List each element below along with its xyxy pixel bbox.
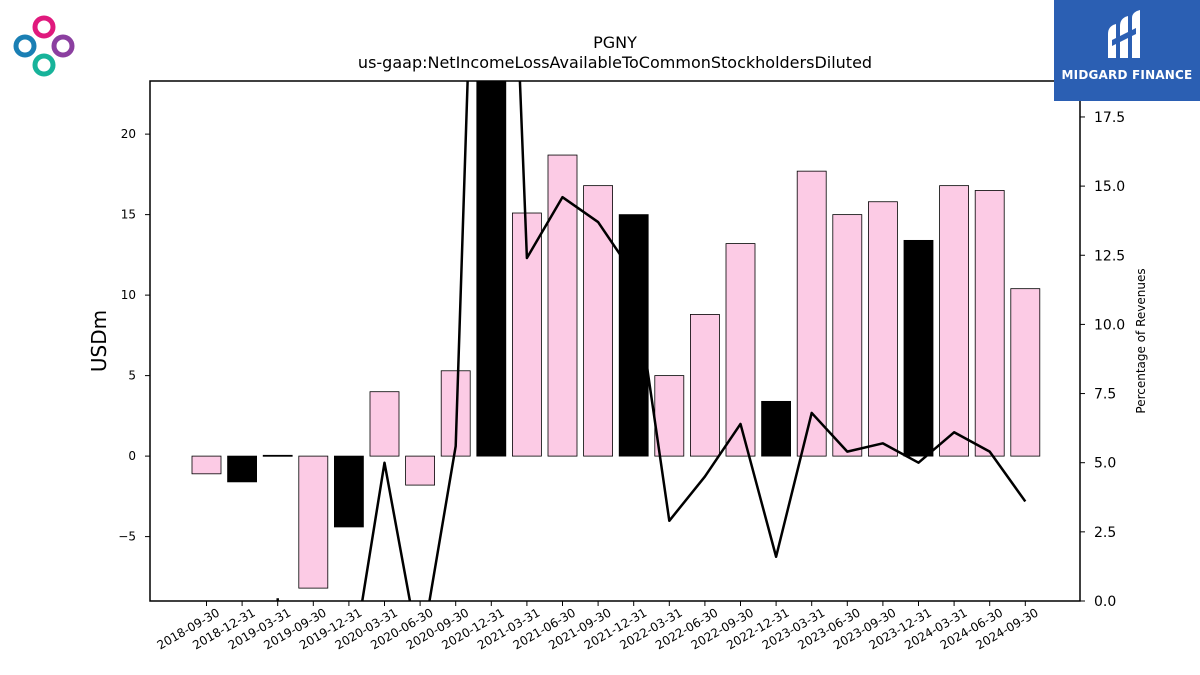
brand-name: MIDGARD FINANCE xyxy=(1061,68,1193,82)
bar-2020-12-31 xyxy=(476,81,507,457)
y-tick-label: 10 xyxy=(121,288,136,302)
y2-tick-label: 2.5 xyxy=(1094,525,1116,541)
bar-2020-03-31 xyxy=(369,391,400,457)
y-tick-label: 0 xyxy=(128,449,136,463)
bar-2022-06-30 xyxy=(690,314,720,457)
plot-frame xyxy=(149,80,1081,602)
chart-subtitle: us-gaap:NetIncomeLossAvailableToCommonSt… xyxy=(358,53,872,72)
y2-tick-label: 17.5 xyxy=(1094,110,1125,126)
y2-axis: 0.0 2.5 5.0 7.5 10.0 12.5 15.0 17.5 xyxy=(1080,110,1125,610)
y2-tick-label: 5.0 xyxy=(1094,456,1116,472)
bar-2018-12-31 xyxy=(227,455,258,483)
y-axis-label: USDm xyxy=(87,310,111,372)
logo-petal-top xyxy=(32,15,56,39)
chart-title: PGNY xyxy=(593,33,637,52)
bar-2024-06-30 xyxy=(974,190,1005,457)
bar-2023-06-30 xyxy=(832,214,863,457)
bar-2022-12-31 xyxy=(761,400,791,457)
logo-petal-right xyxy=(51,34,75,58)
y2-tick-label: 15.0 xyxy=(1094,179,1125,195)
logo-petal-left xyxy=(13,34,37,58)
y-tick-label: 5 xyxy=(128,369,136,383)
y-tick-label: 20 xyxy=(121,127,136,141)
bar-2024-09-30 xyxy=(1010,288,1041,457)
brand-logo: MIDGARD FINANCE xyxy=(1054,0,1200,101)
bar-2023-12-31 xyxy=(903,239,934,457)
line-segment-1 xyxy=(360,81,1027,601)
bar-2023-09-30 xyxy=(868,201,898,457)
y-tick-label: −5 xyxy=(118,530,136,544)
bar-2018-09-30 xyxy=(191,455,222,475)
y2-tick-label: 0.0 xyxy=(1094,594,1116,610)
bar-2020-06-30 xyxy=(405,455,436,486)
y-tick-label: 15 xyxy=(121,208,136,222)
four-petal-logo-icon xyxy=(8,12,80,80)
bar-2022-03-31 xyxy=(654,375,685,457)
bar-2021-06-30 xyxy=(547,154,578,457)
line-group xyxy=(276,81,1027,601)
bar-2023-03-31 xyxy=(796,170,827,457)
bar-2021-12-31 xyxy=(618,214,649,457)
y2-tick-label: 7.5 xyxy=(1094,387,1116,403)
bar-2024-03-31 xyxy=(939,185,969,457)
y-axis: −5 0 5 10 15 20 xyxy=(118,127,150,544)
brand-mark-icon xyxy=(1108,10,1140,58)
y2-axis-label: Percentage of Revenues xyxy=(1134,268,1148,413)
bar-group xyxy=(191,81,1041,589)
logo-petal-bottom xyxy=(32,53,56,77)
y2-tick-label: 12.5 xyxy=(1094,248,1125,264)
bar-2019-12-31 xyxy=(333,455,364,528)
bar-2019-09-30 xyxy=(298,455,329,589)
y2-tick-label: 10.0 xyxy=(1094,317,1125,333)
x-axis: 2018-09-302018-12-312019-03-312019-09-30… xyxy=(155,601,1041,652)
bar-2019-03-31 xyxy=(262,454,293,457)
bar-2022-09-30 xyxy=(725,243,756,457)
bar-2021-09-30 xyxy=(583,185,613,457)
